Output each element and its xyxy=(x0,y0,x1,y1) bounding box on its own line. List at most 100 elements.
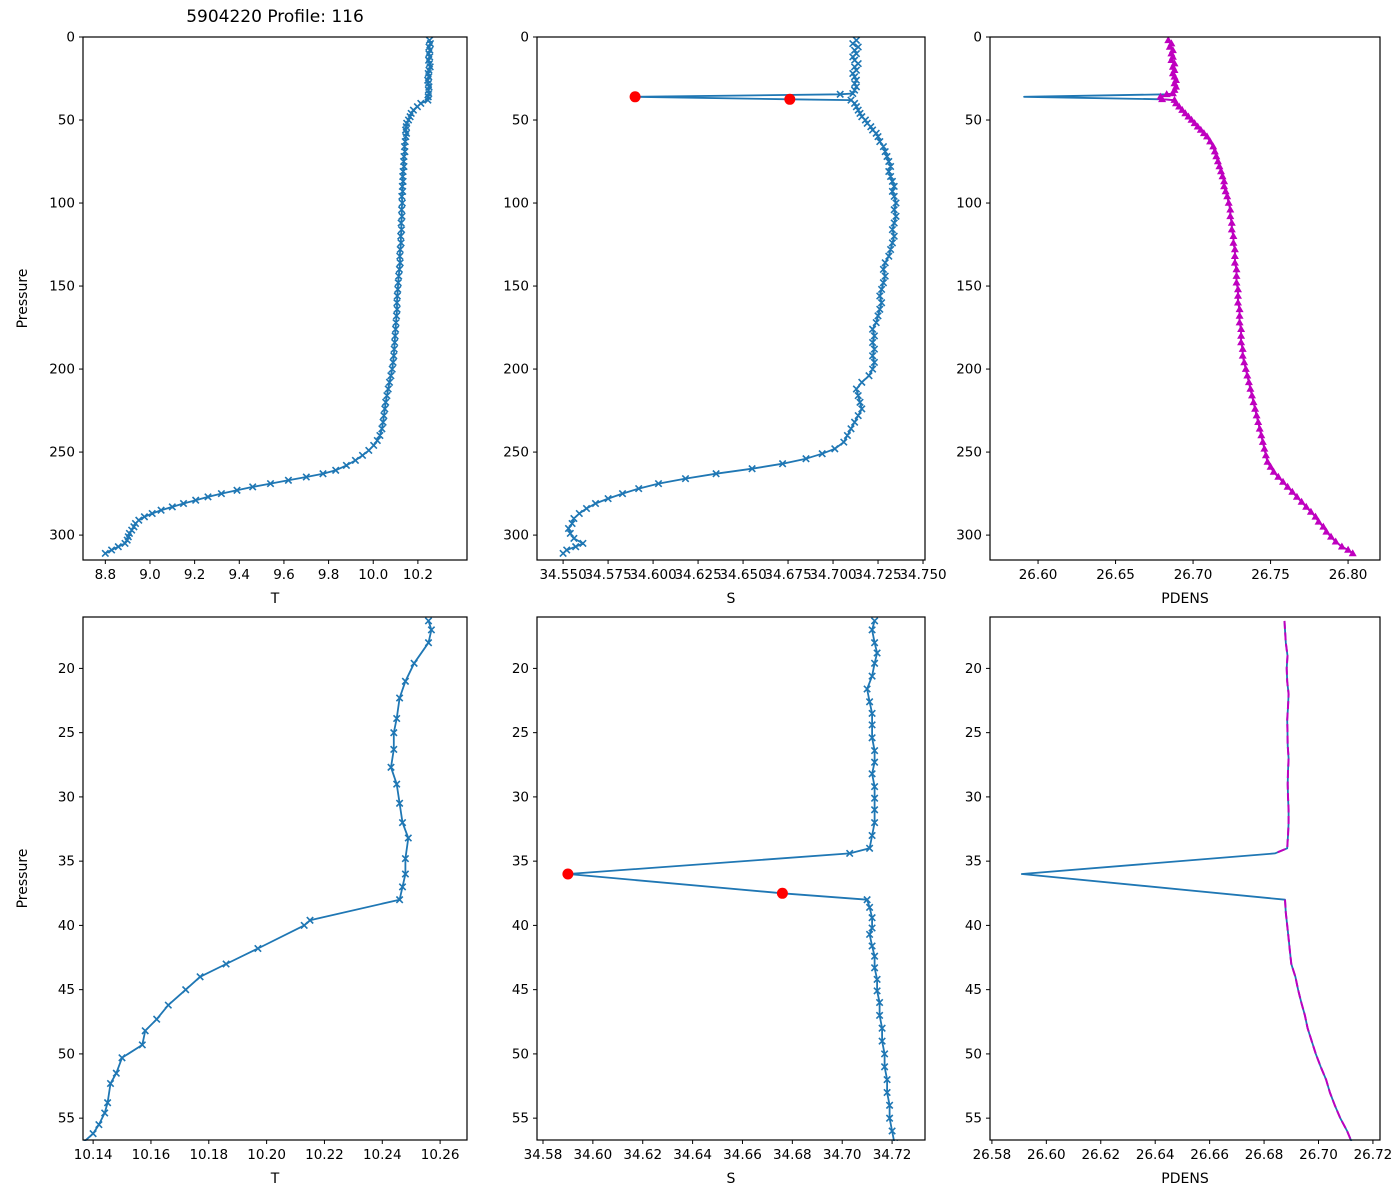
x-tick-label: 26.62 xyxy=(1081,1147,1120,1163)
y-tick-label: 45 xyxy=(965,982,982,998)
x-tick-label: 34.64 xyxy=(673,1147,712,1163)
y-tick-label: 300 xyxy=(503,528,529,544)
y-tick-label: 25 xyxy=(965,725,982,741)
y-tick-label: 35 xyxy=(512,854,529,870)
pdens-clean-profile-zoom-line xyxy=(1274,620,1290,855)
x-tick-label: 10.24 xyxy=(363,1147,402,1163)
subplot-pdens-full: 26.60 26.65 26.70 26.75 26.80 0 50 100 150 200 250… xyxy=(956,30,1381,607)
x-tick-label: 34.675 xyxy=(764,567,811,583)
x-tick-label: 10.20 xyxy=(247,1147,286,1163)
x-tick-label: 34.68 xyxy=(773,1147,812,1163)
y-tick-label: 35 xyxy=(965,854,982,870)
x-tick-label: 34.70 xyxy=(823,1147,862,1163)
salinity-profile-x-markers xyxy=(559,37,900,558)
y-tick-label: 25 xyxy=(512,725,529,741)
y-tick-label: 50 xyxy=(58,113,75,129)
subplot-salinity-full: 34.55034.57534.60034.62534.65034.67534.7… xyxy=(503,30,946,608)
y-tick-label: 50 xyxy=(512,1046,529,1062)
x-tick-label: 26.70 xyxy=(1174,567,1213,583)
flagged-point-marker xyxy=(784,93,796,105)
x-tick-label: 34.700 xyxy=(809,567,856,583)
x-tick-label: 10.0 xyxy=(358,567,388,583)
y-tick-label: 40 xyxy=(965,918,982,934)
temperature-profile-x-markers xyxy=(101,37,435,558)
x-tick-label: 10.2 xyxy=(403,567,433,583)
x-tick-label: 34.62 xyxy=(623,1147,662,1163)
x-axis-label-pdens-full: PDENS xyxy=(1161,591,1209,607)
salinity-profile-zoom-line xyxy=(566,620,895,1141)
y-tick-label: 300 xyxy=(956,528,982,544)
y-tick-label: 0 xyxy=(973,30,982,46)
x-tick-label: 34.72 xyxy=(873,1147,912,1163)
y-tick-label: 30 xyxy=(512,789,529,805)
x-tick-label: 26.72 xyxy=(1354,1147,1393,1163)
y-tick-label: 50 xyxy=(58,1046,75,1062)
x-tick-label: 26.60 xyxy=(1027,1147,1066,1163)
pdens-clean-profile-zoom-line xyxy=(1284,899,1353,1141)
x-tick-label: 26.80 xyxy=(1329,567,1368,583)
x-tick-label: 26.68 xyxy=(1245,1147,1284,1163)
subplot-pdens-zoom: 26.58 26.60 26.62 26.64 26.66 26.68 26.70 26.72… xyxy=(965,616,1393,1187)
y-tick-label: 50 xyxy=(512,113,529,129)
y-tick-label: 200 xyxy=(956,362,982,378)
salinity-full-data xyxy=(559,37,900,558)
temperature-profile-line xyxy=(104,40,432,555)
axes-frame xyxy=(536,616,926,1141)
pdens-raw-profile-zoom-line xyxy=(1020,620,1353,1141)
y-tick-label: 30 xyxy=(58,789,75,805)
subplot-salinity-zoom: 34.58 34.60 34.62 34.64 34.66 34.68 34.70 34.72… xyxy=(512,616,926,1187)
x-tick-label: 34.60 xyxy=(574,1147,613,1163)
subplot-temperature-full: 8.8 9.0 9.2 9.4 9.6 9.8 10.0 10.2 0 50 100 150 200 25… xyxy=(15,30,468,607)
y-tick-label: 40 xyxy=(512,918,529,934)
axes-frame xyxy=(989,616,1381,1141)
x-tick-label: 34.650 xyxy=(719,567,766,583)
y-tick-label: 250 xyxy=(49,445,75,461)
y-tick-label: 150 xyxy=(503,279,529,295)
y-tick-label: 200 xyxy=(503,362,529,378)
axes-frame xyxy=(536,36,926,561)
subplot-temperature-zoom: 10.14 10.16 10.18 10.20 10.22 10.24 10.26 20 25 3… xyxy=(15,616,468,1187)
temperature-zoom-data xyxy=(83,617,436,1141)
y-tick-label: 20 xyxy=(512,661,529,677)
flagged-point-marker xyxy=(629,91,641,103)
x-tick-label: 9.4 xyxy=(229,567,250,583)
x-tick-label: 10.16 xyxy=(132,1147,171,1163)
salinity-zoom-data xyxy=(562,617,899,1141)
x-tick-label: 26.66 xyxy=(1190,1147,1229,1163)
y-tick-label: 30 xyxy=(965,789,982,805)
x-axis-label-pdens-zoom: PDENS xyxy=(1161,1171,1209,1187)
pdens-full-data xyxy=(1023,37,1357,557)
x-tick-label: 9.2 xyxy=(184,567,205,583)
y-tick-label: 0 xyxy=(520,30,529,46)
y-tick-label: 150 xyxy=(49,279,75,295)
y-tick-label: 300 xyxy=(49,528,75,544)
x-tick-label: 9.8 xyxy=(318,567,339,583)
x-axis-label-salinity-full: S xyxy=(727,591,736,607)
y-tick-label: 200 xyxy=(49,362,75,378)
y-tick-label: 45 xyxy=(512,982,529,998)
x-tick-label: 26.58 xyxy=(973,1147,1012,1163)
y-tick-label: 20 xyxy=(58,661,75,677)
salinity-profile-zoom-x-markers xyxy=(564,617,899,1141)
y-tick-label: 55 xyxy=(965,1111,982,1127)
y-tick-label: 150 xyxy=(956,279,982,295)
x-tick-label: 10.22 xyxy=(305,1147,344,1163)
x-tick-label: 34.58 xyxy=(524,1147,563,1163)
flagged-point-marker xyxy=(776,887,788,899)
x-tick-label: 26.64 xyxy=(1136,1147,1175,1163)
x-tick-label: 34.625 xyxy=(674,567,721,583)
flagged-point-marker xyxy=(562,868,574,880)
x-tick-label: 10.14 xyxy=(74,1147,113,1163)
pdens-zoom-data xyxy=(1020,620,1353,1141)
axes-frame xyxy=(82,616,468,1141)
x-tick-label: 34.750 xyxy=(899,567,946,583)
x-tick-label: 9.0 xyxy=(139,567,160,583)
y-tick-label: 25 xyxy=(58,725,75,741)
x-tick-label: 26.65 xyxy=(1096,567,1135,583)
x-axis-label-temperature-full: T xyxy=(270,591,280,607)
y-tick-label: 20 xyxy=(965,661,982,677)
y-tick-label: 55 xyxy=(58,1111,75,1127)
x-tick-label: 34.575 xyxy=(584,567,631,583)
